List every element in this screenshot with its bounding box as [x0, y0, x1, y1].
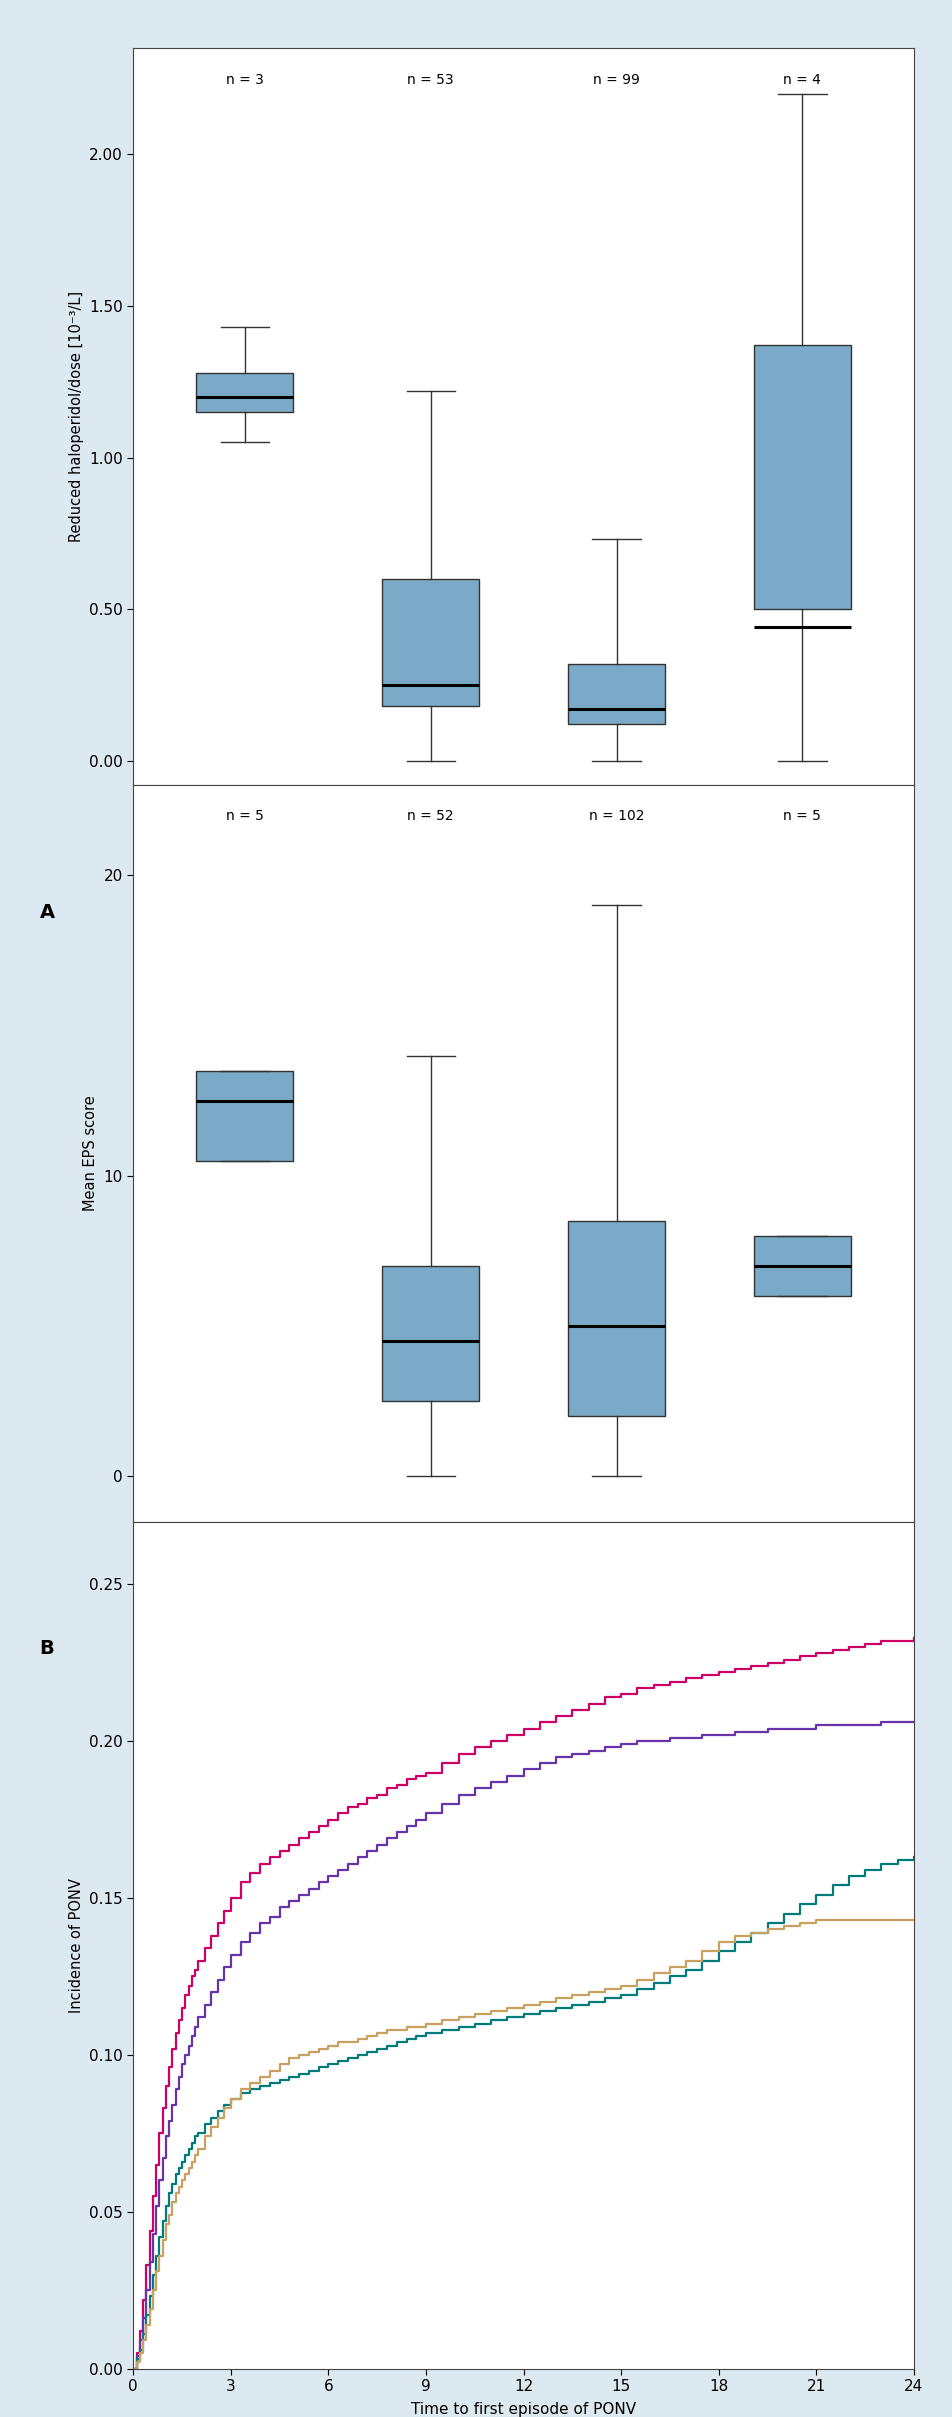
Text: B: B: [40, 1639, 54, 1658]
Text: Number of active: Number of active: [387, 858, 524, 873]
Text: n = 99: n = 99: [593, 73, 640, 87]
PathPatch shape: [754, 1235, 851, 1296]
Text: n = 102: n = 102: [588, 810, 645, 824]
Text: genes: genes: [576, 858, 627, 873]
Text: n = 52: n = 52: [407, 810, 454, 824]
PathPatch shape: [568, 665, 664, 725]
Y-axis label: Incidence of PONV: Incidence of PONV: [69, 1878, 84, 2013]
Text: n = 3: n = 3: [226, 73, 264, 87]
Y-axis label: Mean EPS score: Mean EPS score: [83, 1095, 98, 1211]
Text: n = 4: n = 4: [783, 73, 822, 87]
PathPatch shape: [196, 1071, 293, 1160]
Text: n = 5: n = 5: [783, 810, 822, 824]
PathPatch shape: [383, 578, 479, 706]
PathPatch shape: [383, 1267, 479, 1402]
Text: n = 5: n = 5: [226, 810, 264, 824]
Text: CYP2D6: CYP2D6: [524, 1595, 585, 1610]
Text: A: A: [40, 904, 54, 921]
Text: Number of active: Number of active: [387, 1595, 524, 1610]
Text: genes: genes: [576, 1595, 627, 1610]
PathPatch shape: [196, 372, 293, 411]
PathPatch shape: [568, 1221, 664, 1416]
PathPatch shape: [754, 346, 851, 609]
X-axis label: Time to first episode of PONV: Time to first episode of PONV: [411, 2402, 636, 2417]
Text: CYP2D6: CYP2D6: [524, 858, 585, 873]
Y-axis label: Reduced haloperidol/dose [10⁻³/L]: Reduced haloperidol/dose [10⁻³/L]: [69, 290, 84, 541]
Text: n = 53: n = 53: [407, 73, 454, 87]
